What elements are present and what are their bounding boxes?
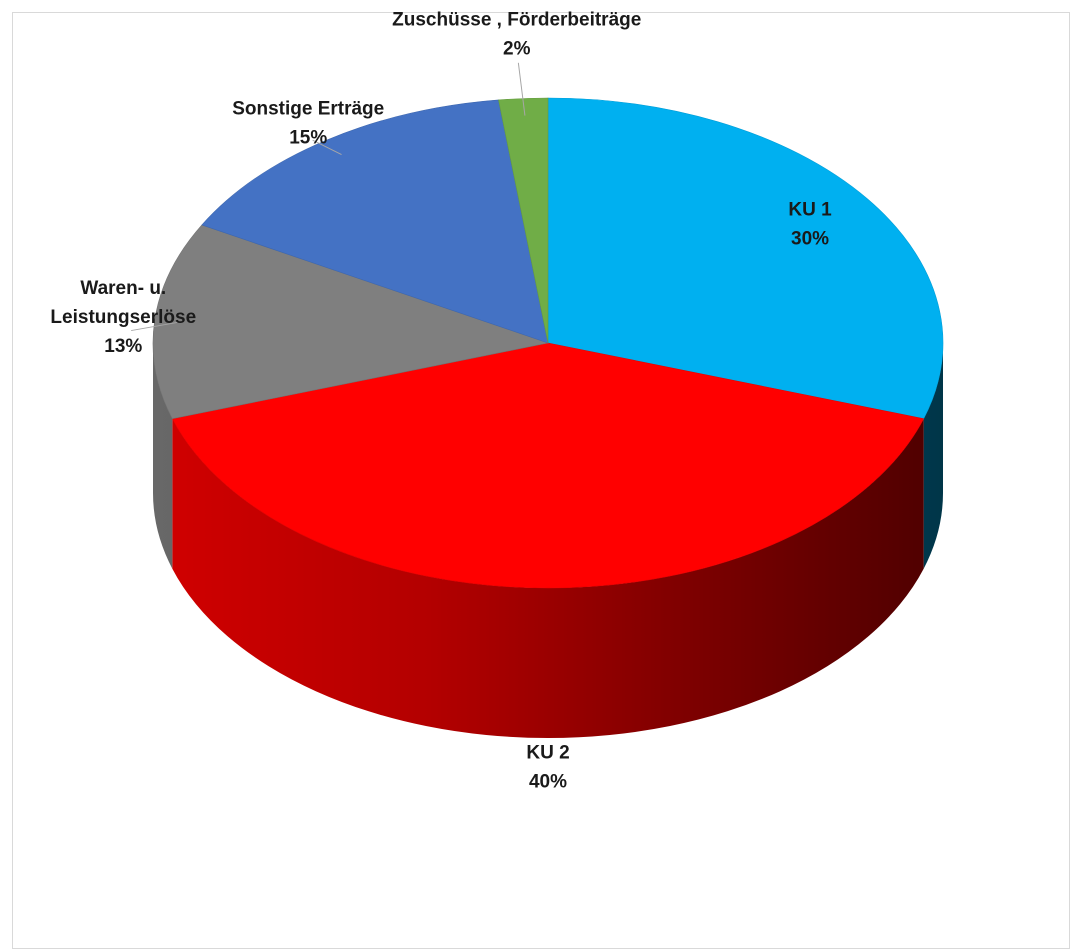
data-label-zusch-sse-f-rderbeitr-ge: Zuschüsse , Förderbeiträge 2% <box>392 9 641 59</box>
slice-label: KU 2 <box>526 743 569 764</box>
pie-slice-ku-1 <box>547 97 944 420</box>
slice-label: KU 1 <box>788 199 832 220</box>
slice-label: Zuschüsse , Förderbeiträge <box>392 9 641 30</box>
data-label-sonstige-ertr-ge: Sonstige Erträge 15% <box>232 99 384 149</box>
slice-side-waren-u-leistungserl-se <box>153 343 173 569</box>
pie-slice-waren-u-leistungserl-se <box>152 224 550 420</box>
data-label-ku-1: KU 1 30% <box>788 199 832 249</box>
data-label-waren-u-leistungserl-se: Waren- u. Leistungserlöse 13% <box>50 278 196 357</box>
pie-side-layer <box>153 343 943 738</box>
slice-percent-label: 13% <box>104 336 142 357</box>
slice-label: Leistungserlöse <box>50 307 196 328</box>
slice-percent-label: 15% <box>289 128 327 149</box>
data-label-ku-2: KU 2 40% <box>526 743 569 793</box>
pie-slice-ku-2 <box>171 342 925 589</box>
slice-percent-label: 2% <box>503 38 531 59</box>
slice-label: Sonstige Erträge <box>232 99 384 120</box>
slice-percent-label: 30% <box>791 228 829 249</box>
leader-line-zusch-sse-f-rderbeitr-ge <box>517 62 526 116</box>
leader-line-waren-u-leistungserl-se <box>131 321 183 332</box>
pie-top-layer <box>152 97 944 589</box>
slice-label: Waren- u. <box>80 278 166 299</box>
slice-percent-label: 40% <box>529 772 567 793</box>
slice-side-ku-1 <box>923 343 943 569</box>
data-labels: KU 1 30% KU 2 40% Waren- u. Leistungserlöse 13… <box>50 9 832 792</box>
slice-side-ku-2 <box>172 418 924 738</box>
pie-slice-sonstige-ertr-ge <box>201 99 549 344</box>
leader-lines <box>131 62 526 332</box>
leader-line-sonstige-ertr-ge <box>312 139 342 155</box>
